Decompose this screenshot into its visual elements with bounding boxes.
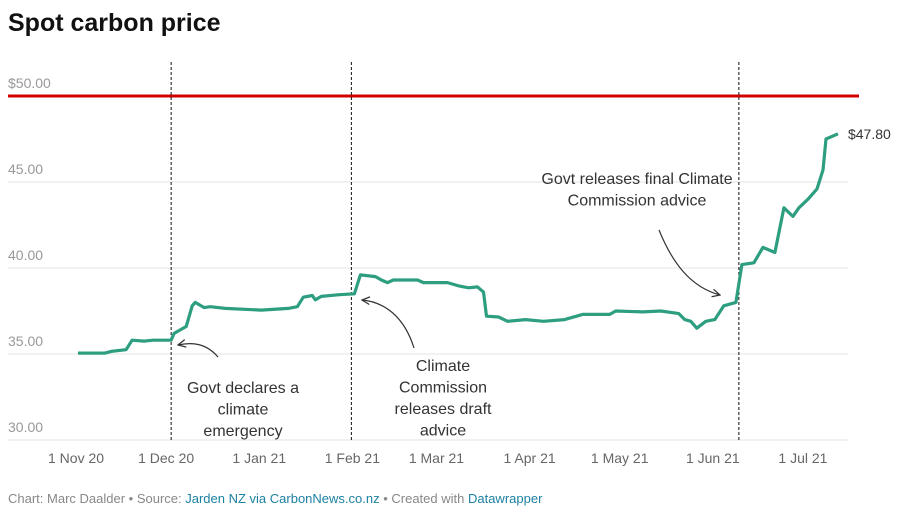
x-tick-label: 1 Nov 20 — [48, 450, 104, 466]
value-label: $47.80 — [848, 126, 891, 142]
price-line — [78, 132, 839, 355]
x-tick-label: 1 Feb 21 — [325, 450, 380, 466]
x-tick-label: 1 Apr 21 — [504, 450, 556, 466]
annotation-text: Govt releases final Climate — [541, 171, 732, 188]
footer-text: • Created with — [380, 491, 468, 506]
y-tick-label: $50.00 — [8, 75, 51, 91]
annotation-text: emergency — [203, 423, 282, 440]
annotation-arrow — [178, 344, 219, 358]
annotation-text: Commission advice — [568, 193, 707, 210]
footer: Chart: Marc Daalder • Source: Jarden NZ … — [8, 491, 543, 506]
x-tick-label: 1 Jan 21 — [232, 450, 286, 466]
annotation-text: Commission — [399, 380, 487, 397]
x-tick-label: 1 Mar 21 — [409, 450, 464, 466]
annotation-arrow — [658, 229, 720, 295]
annotation-arrow — [362, 300, 415, 349]
y-tick-label: 40.00 — [8, 247, 43, 263]
x-tick-label: 1 May 21 — [591, 450, 649, 466]
annotation-text: releases draft — [395, 401, 492, 418]
y-tick-label: 35.00 — [8, 333, 43, 349]
datawrapper-link[interactable]: Datawrapper — [468, 491, 543, 506]
annotation-text: advice — [420, 423, 466, 440]
y-tick-label: 45.00 — [8, 161, 43, 177]
x-tick-label: 1 Jul 21 — [778, 450, 827, 466]
annotation-text: Climate — [416, 358, 470, 375]
annotation-text: Govt declares a — [187, 380, 299, 397]
x-tick-label: 1 Dec 20 — [138, 450, 194, 466]
x-tick-label: 1 Jun 21 — [686, 450, 740, 466]
chart-title: Spot carbon price — [8, 9, 221, 37]
annotation-text: climate — [218, 402, 269, 419]
footer-text: Chart: Marc Daalder • Source: — [8, 491, 185, 506]
y-tick-label: 30.00 — [8, 419, 43, 435]
source-link[interactable]: Jarden NZ via CarbonNews.co.nz — [185, 491, 379, 506]
